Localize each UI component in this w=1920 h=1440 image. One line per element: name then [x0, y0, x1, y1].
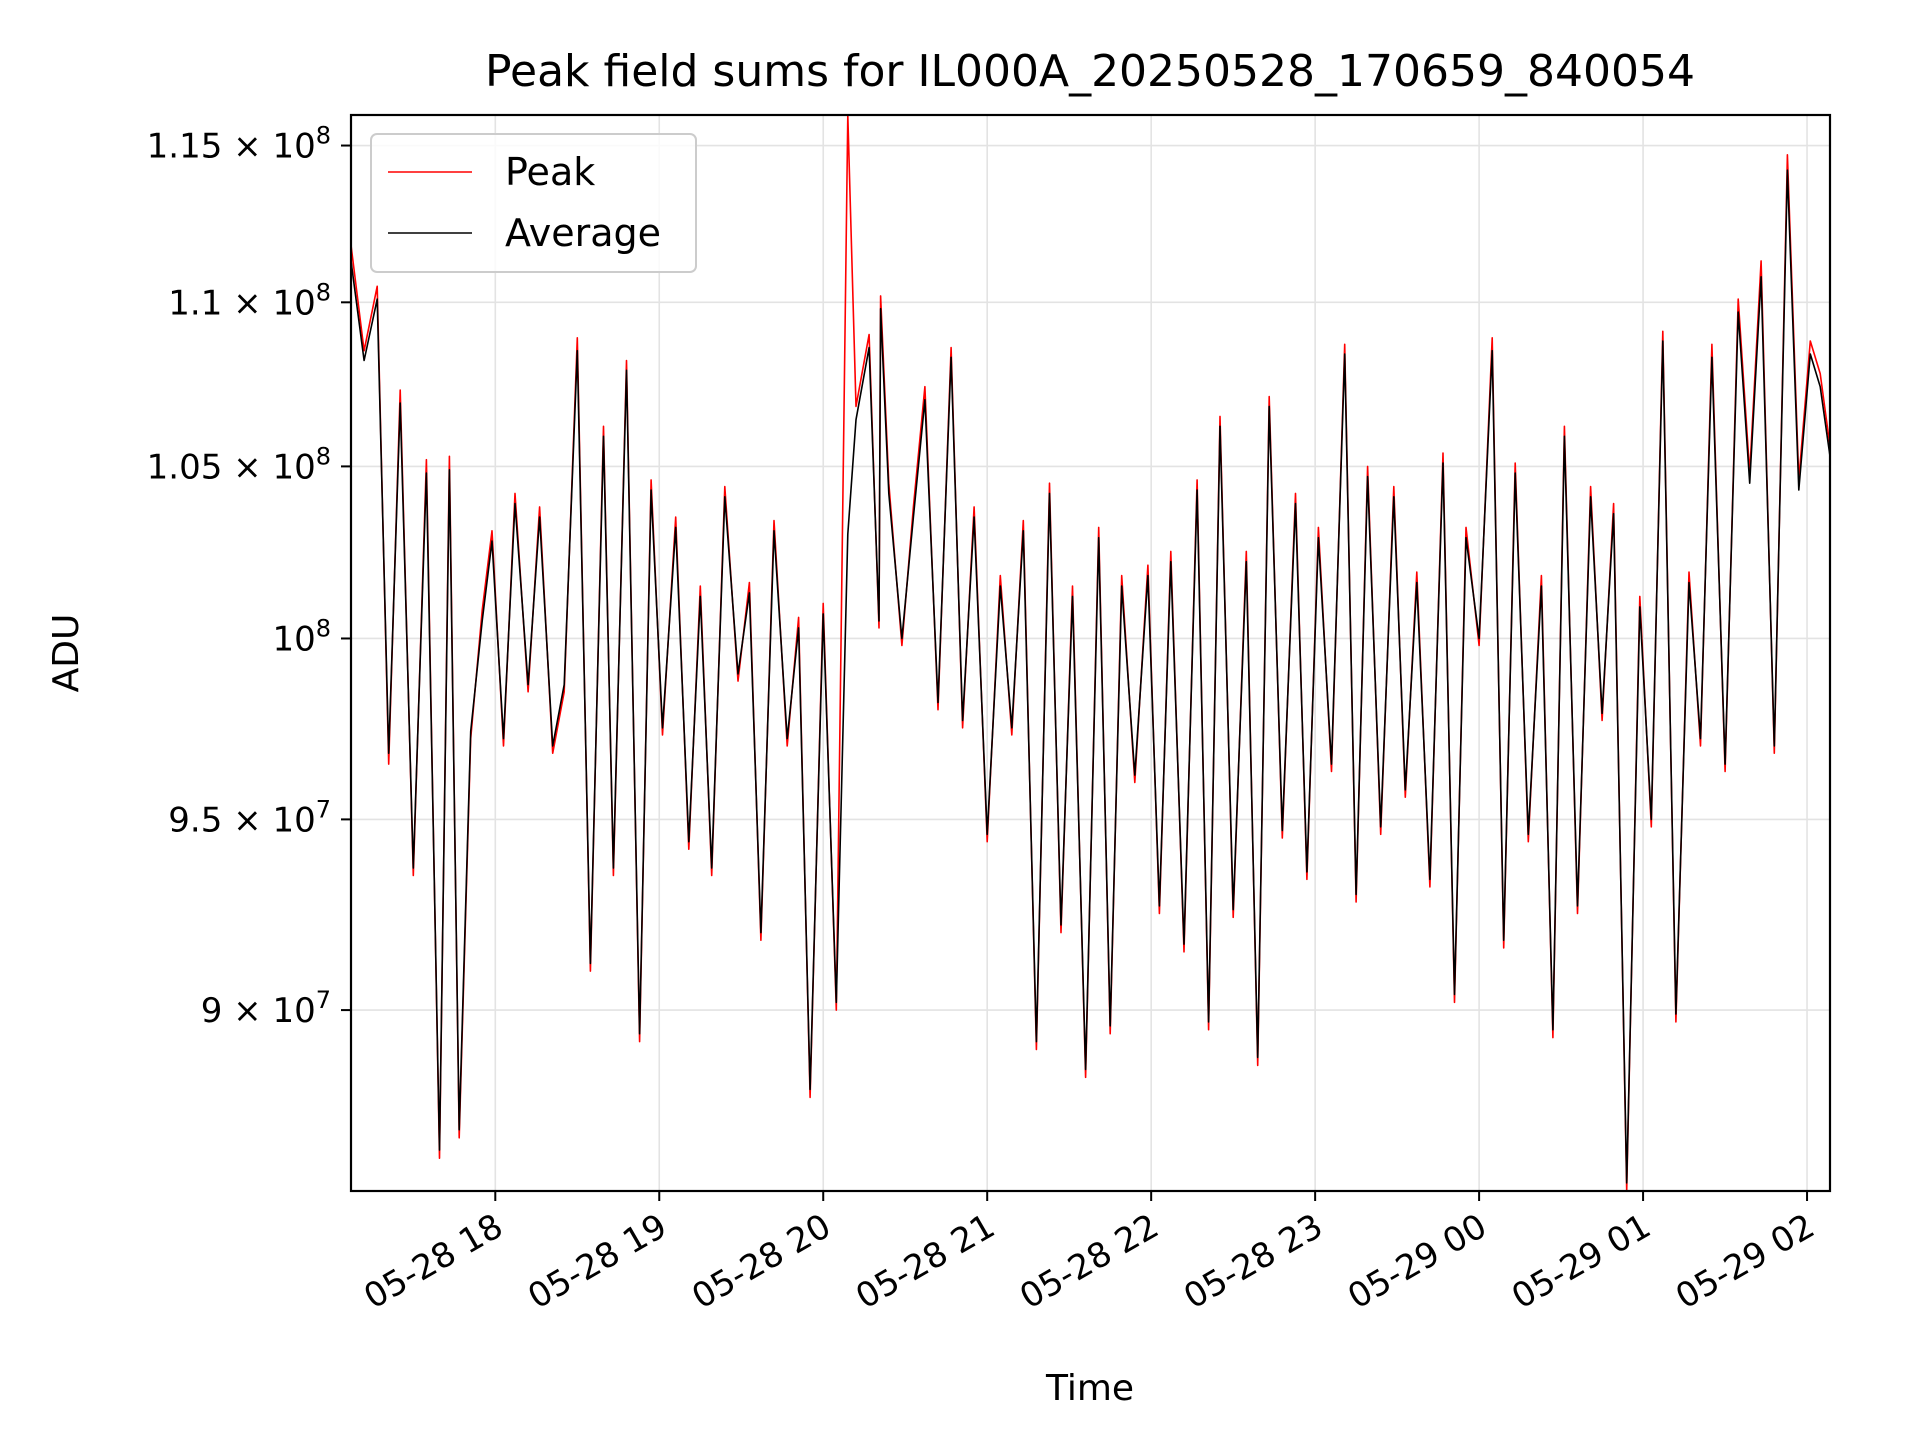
legend-average-label: Average: [505, 211, 661, 255]
y-tick-label: 1.05 × 108: [147, 442, 331, 487]
grid-lines: [351, 115, 1830, 1191]
legend: Peak Average: [370, 133, 697, 273]
y-axis: 9 × 107 9.5 × 107 108 1.05 × 108 1.1 × 108 1.…: [147, 122, 351, 1031]
y-tick-label: 1.1 × 108: [168, 278, 331, 323]
series-lines: [350, 114, 1831, 1192]
y-tick-label: 108: [272, 614, 331, 659]
axes-frame: [349, 113, 1832, 1193]
y-tick-label: 9.5 × 107: [168, 795, 331, 840]
y-tick-label: 9 × 107: [201, 986, 331, 1031]
average-series-line: [350, 169, 1831, 1184]
y-axis-label: ADU: [46, 614, 87, 693]
legend-box: [370, 133, 697, 273]
y-tick-label: 1.15 × 108: [147, 122, 331, 167]
x-axis-label: Time: [1045, 1368, 1134, 1409]
chart-title: Peak field sums for IL000A_20250528_1706…: [485, 46, 1695, 97]
legend-peak-label: Peak: [505, 150, 595, 194]
